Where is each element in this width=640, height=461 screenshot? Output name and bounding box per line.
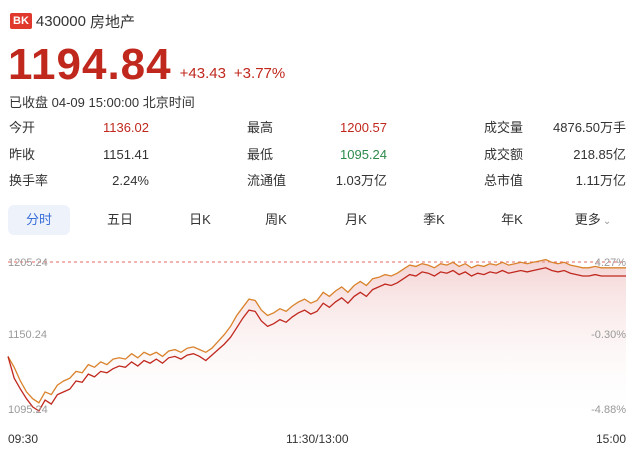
stat-turnover-amount: 成交额 218.85亿	[484, 145, 626, 165]
tab-weekly-k[interactable]: 周K	[246, 205, 306, 235]
sector-badge: BK	[10, 13, 32, 29]
tab-monthly-k[interactable]: 月K	[326, 205, 386, 235]
stat-label: 成交量	[484, 120, 524, 135]
chart-period-tabs: 分时 五日 日K 周K 月K 季K 年K 更多 ⌄	[8, 205, 628, 235]
stat-value: 4876.50万手	[553, 120, 626, 135]
y-label-top: 1205.24	[8, 257, 48, 269]
tab-more[interactable]: 更多 ⌄	[560, 205, 626, 235]
tab-intraday[interactable]: 分时	[8, 205, 70, 235]
tab-label: 季K	[423, 212, 445, 227]
stock-header: BK 430000 房地产	[10, 10, 135, 32]
stat-label: 今开	[9, 120, 36, 135]
chevron-down-icon: ⌄	[602, 216, 612, 227]
average-price-line	[7, 258, 626, 404]
tab-five-day[interactable]: 五日	[90, 205, 150, 235]
tab-yearly-k[interactable]: 年K	[482, 205, 542, 235]
x-label-midday: 11:30/13:00	[286, 432, 349, 446]
stat-turnover-rate: 换手率 2.24%	[9, 171, 149, 191]
stat-value: 1136.02	[102, 120, 149, 135]
tab-label: 五日	[106, 212, 133, 227]
stat-value: 1.03万亿	[335, 173, 387, 188]
market-status: 已收盘 04-09 15:00:00 北京时间	[9, 95, 195, 110]
tab-quarterly-k[interactable]: 季K	[404, 205, 464, 235]
stat-prev-close: 昨收 1151.41	[9, 145, 149, 165]
y-label-mid: 1150.24	[8, 329, 47, 341]
price-line	[7, 267, 626, 412]
x-label-close: 15:00	[595, 432, 626, 446]
tab-label: 周K	[265, 212, 287, 227]
stat-market-cap: 总市值 1.11万亿	[484, 171, 626, 191]
stat-value: 1.11万亿	[575, 173, 626, 188]
price-area-fill	[8, 259, 626, 422]
price-row: 1194.84 +43.43 +3.77%	[8, 40, 285, 88]
price-change-pct: +3.77%	[233, 65, 286, 82]
stat-label: 成交额	[484, 147, 524, 162]
stat-value: 1200.57	[340, 120, 387, 135]
x-label-open: 09:30	[8, 432, 39, 446]
y-pct-mid: -0.30%	[591, 329, 626, 341]
stat-high: 最高 1200.57	[247, 118, 387, 138]
stat-value: 1151.41	[102, 147, 149, 162]
tab-label: 月K	[345, 212, 367, 227]
tab-label: 日K	[189, 212, 211, 227]
tab-label: 分时	[25, 212, 52, 227]
stat-value: 218.85亿	[573, 147, 626, 162]
tab-label: 年K	[501, 212, 523, 227]
stat-label: 最低	[247, 147, 274, 162]
stat-label: 流通值	[247, 173, 287, 188]
stat-open: 今开 1136.02	[9, 118, 149, 138]
stat-low: 最低 1095.24	[247, 145, 387, 165]
price-change: +43.43	[179, 65, 226, 82]
stat-volume: 成交量 4876.50万手	[484, 118, 626, 138]
y-pct-top: 4.27%	[594, 257, 626, 269]
intraday-chart[interactable]	[0, 252, 640, 442]
y-pct-bottom: -4.88%	[591, 404, 626, 416]
y-label-bottom: 1095.24	[8, 404, 48, 416]
current-price: 1194.84	[8, 40, 172, 89]
stat-float-value: 流通值 1.03万亿	[247, 171, 387, 191]
stat-label: 总市值	[484, 173, 524, 188]
stat-label: 昨收	[9, 147, 36, 162]
tab-label: 更多	[574, 212, 601, 227]
stock-name: 房地产	[89, 13, 135, 31]
stat-label: 换手率	[9, 173, 49, 188]
stat-label: 最高	[247, 120, 274, 135]
tab-daily-k[interactable]: 日K	[170, 205, 230, 235]
stat-value: 1095.24	[340, 147, 387, 162]
stock-code: 430000	[35, 12, 86, 30]
stat-value: 2.24%	[112, 173, 149, 188]
